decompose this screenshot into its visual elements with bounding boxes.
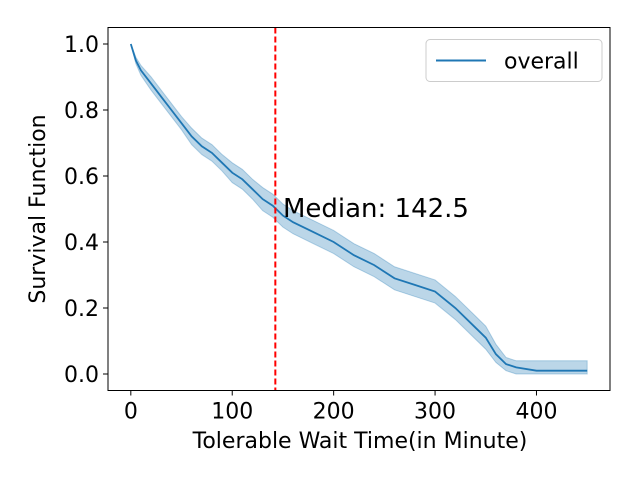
legend-label: overall (504, 50, 579, 75)
x-axis-label: Tolerable Wait Time(in Minute) (192, 429, 528, 454)
annotation: Median: 142.5 (283, 194, 469, 224)
x-tick-label: 100 (211, 400, 253, 425)
y-tick-label: 0.4 (64, 231, 99, 256)
y-tick-label: 1.0 (64, 33, 99, 58)
y-tick-label: 0.0 (64, 363, 99, 388)
x-tick-label: 300 (414, 400, 456, 425)
x-tick-label: 400 (515, 400, 557, 425)
x-tick-label: 0 (124, 400, 138, 425)
y-tick-label: 0.6 (64, 165, 99, 190)
confidence-band (130, 43, 588, 375)
survival-line (129, 43, 588, 372)
legend-box (425, 39, 603, 82)
x-tick-label: 200 (313, 400, 355, 425)
plot-frame (107, 27, 611, 391)
y-tick-label: 0.2 (64, 297, 99, 322)
y-axis-label: Survival Function (26, 114, 51, 303)
y-tick-label: 0.8 (64, 99, 99, 124)
